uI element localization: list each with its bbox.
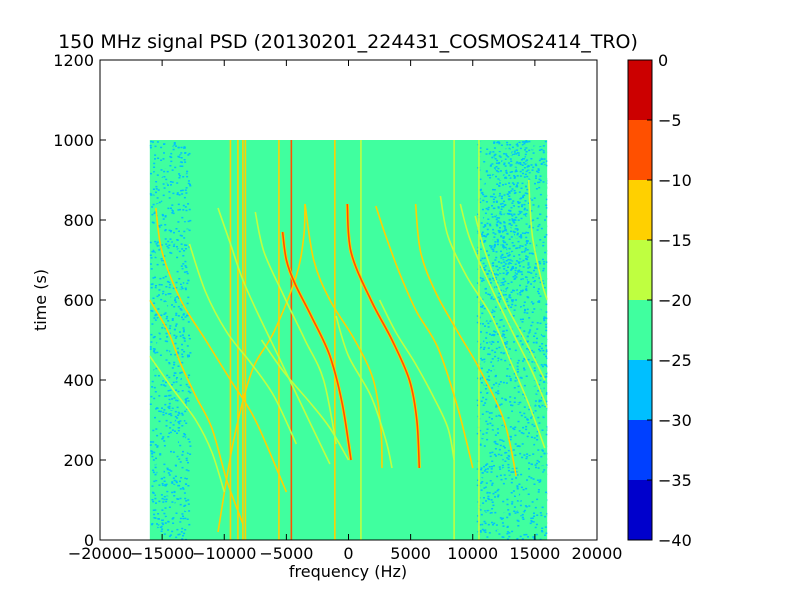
colorbar-tick-label: −35 [658, 471, 692, 490]
x-tick-label: −15000 [130, 544, 194, 563]
colorbar-segment [628, 300, 652, 360]
doppler-trace [254, 211, 337, 445]
x-tick-label: −5000 [259, 544, 313, 563]
doppler-trace [149, 355, 226, 493]
doppler-trace [527, 179, 548, 301]
colorbar-segment [628, 480, 652, 540]
y-axis-label: time (s) [31, 269, 50, 331]
doppler-trace [375, 205, 474, 469]
colorbar-tick-label: −25 [658, 351, 692, 370]
colorbar-segment [628, 180, 652, 240]
doppler-trace [304, 203, 383, 469]
colorbar-tick-label: −30 [658, 411, 692, 430]
y-tick-label: 400 [63, 371, 94, 390]
colorbar-tick-label: −10 [658, 171, 692, 190]
y-tick-label: 1000 [53, 131, 94, 150]
y-tick-label: 200 [63, 451, 94, 470]
doppler-trace [335, 315, 393, 469]
colorbar: −40 −35 −30 −25 −20 −15 −10 −5 0 [627, 51, 692, 550]
doppler-trace [439, 195, 546, 449]
doppler-trace [149, 299, 244, 525]
colorbar-tick-label: −15 [658, 231, 692, 250]
doppler-trace [260, 339, 350, 461]
x-tick-label: −20000 [68, 544, 132, 563]
y-tick-label: 800 [63, 211, 94, 230]
colorbar-segment [628, 60, 652, 120]
doppler-trace [217, 203, 306, 533]
doppler-trace [474, 215, 546, 381]
doppler-trace [414, 203, 517, 477]
heatmap-background [149, 140, 548, 540]
doppler-trace [188, 243, 298, 445]
chart-title: 150 MHz signal PSD (20130201_224431_COSM… [58, 31, 638, 53]
doppler-trace [281, 231, 352, 461]
colorbar-tick-label: −5 [658, 111, 682, 130]
y-axis: 0 200 400 600 800 1000 1200 [53, 51, 597, 550]
x-tick-label: 20000 [572, 544, 623, 563]
colorbar-segment [628, 360, 652, 420]
colorbar-segment [628, 420, 652, 480]
doppler-trace [378, 299, 455, 461]
low-power-region [491, 140, 531, 301]
doppler-trace [217, 207, 331, 465]
heatmap [149, 140, 548, 540]
colorbar-tick-label: 0 [658, 51, 668, 70]
x-tick-label: 15000 [509, 544, 560, 563]
doppler-trace [155, 207, 288, 493]
colorbar-segment [628, 240, 652, 300]
doppler-trace [459, 203, 548, 409]
x-tick-label: −10000 [192, 544, 256, 563]
doppler-trace [346, 203, 421, 469]
colorbar-tick-label: −40 [658, 531, 692, 550]
x-axis-label: frequency (Hz) [289, 562, 407, 581]
y-tick-label: 600 [63, 291, 94, 310]
x-tick-label: 0 [343, 544, 353, 563]
x-tick-label: 5000 [390, 544, 431, 563]
colorbar-segment [628, 120, 652, 180]
x-axis: −20000−15000−10000 −5000 0 5000 10000 15000 20… [68, 60, 623, 563]
x-tick-label: 10000 [447, 544, 498, 563]
y-tick-label: 1200 [53, 51, 94, 70]
y-tick-label: 0 [84, 531, 94, 550]
colorbar-tick-label: −20 [658, 291, 692, 310]
